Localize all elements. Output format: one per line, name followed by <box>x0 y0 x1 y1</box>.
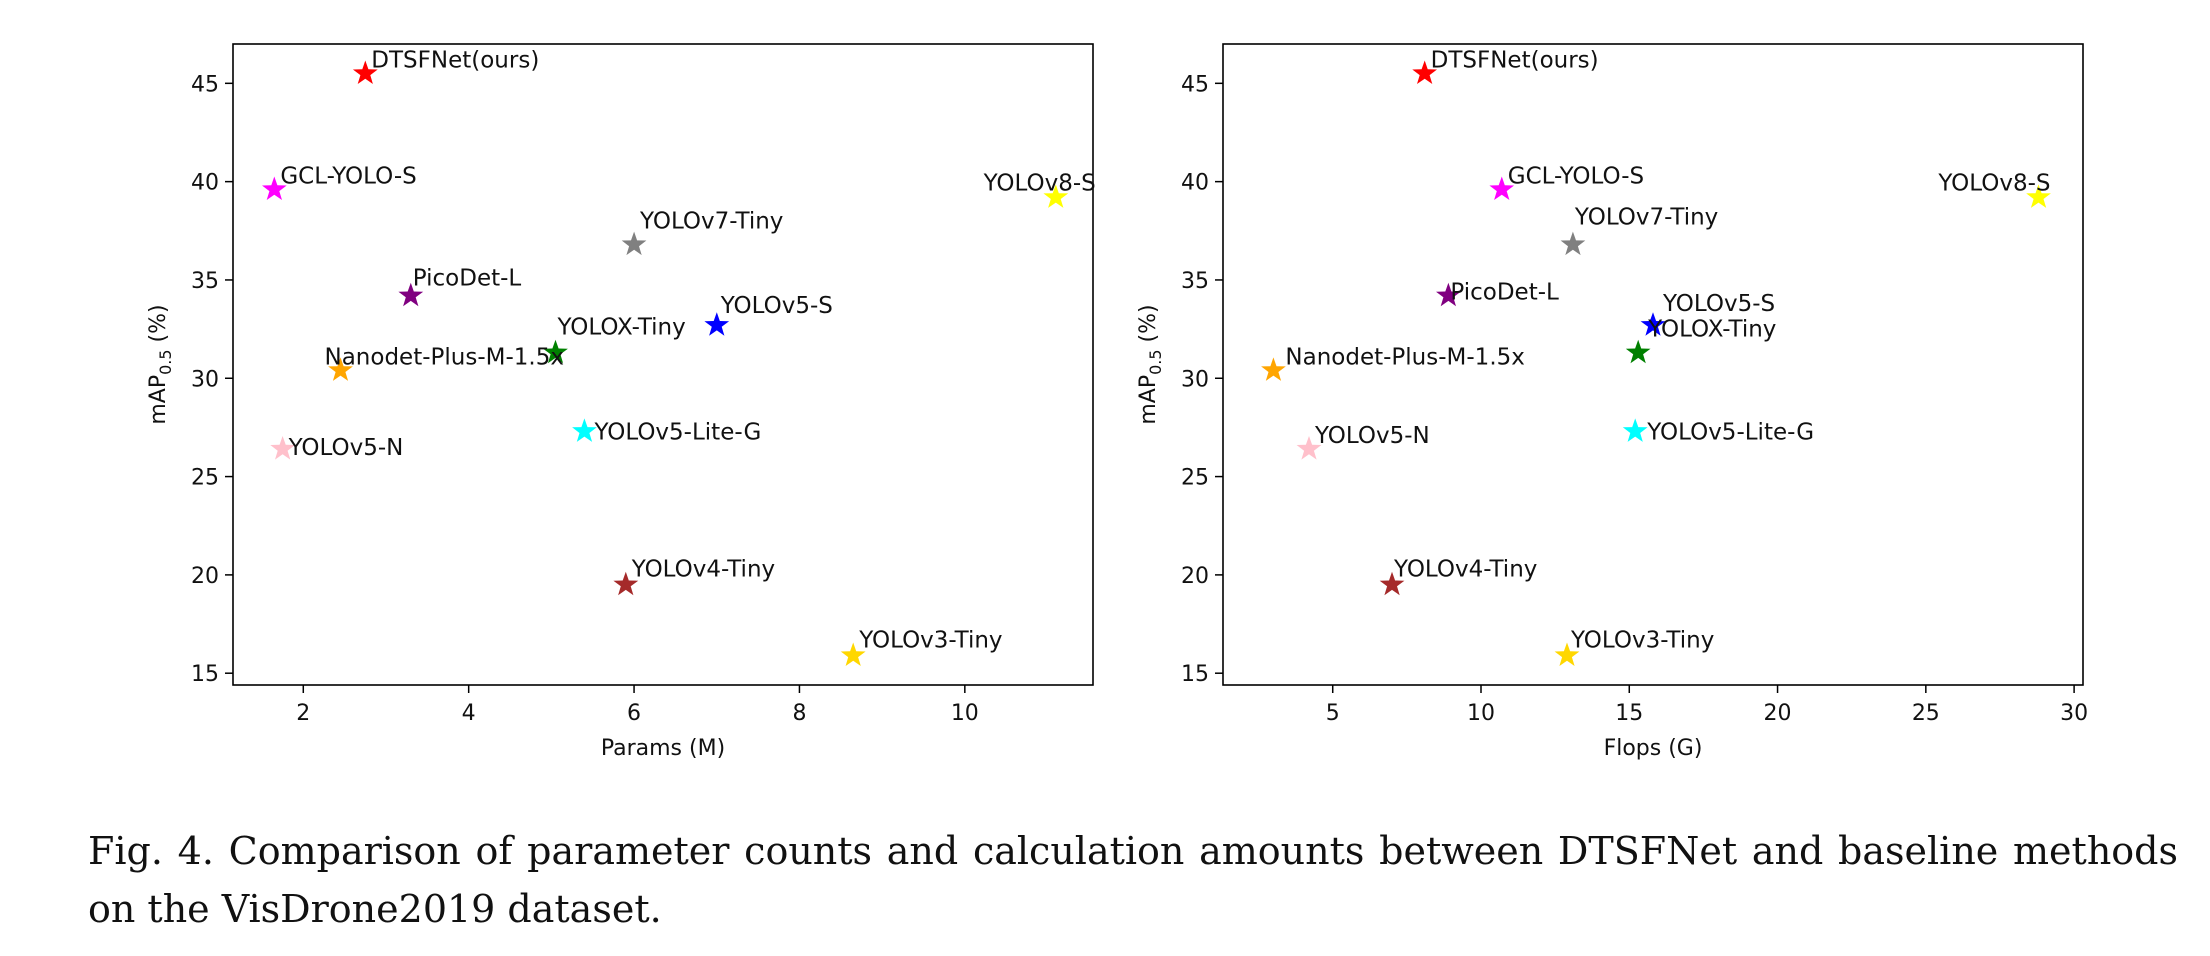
point-label: YOLOv8-S <box>983 170 1096 196</box>
x-tick-label: 2 <box>296 701 310 726</box>
params-chart: 2 4 6 8 10 15 20 25 30 35 40 45 Params (M) mAP0.5 (%)… <box>146 43 1096 761</box>
y-tick-label: 30 <box>191 367 219 392</box>
y-tick-label: 15 <box>191 662 219 687</box>
star-marker <box>1640 312 1666 336</box>
figure: 2 4 6 8 10 15 20 25 30 35 40 45 Params (M) mAP0.5 (%)… <box>146 43 2088 761</box>
star-marker <box>1296 436 1322 460</box>
star-marker <box>352 60 378 84</box>
star-marker <box>1560 231 1586 256</box>
x-tick-label: 6 <box>627 701 641 726</box>
star-marker <box>398 282 424 307</box>
flops-chart: 5 10 15 20 25 30 15 20 25 30 35 40 45 Flops (G) mAP0.5… <box>1136 43 2088 761</box>
x-tick-label: 10 <box>1467 701 1495 726</box>
y-tick-label: 35 <box>1181 269 1209 294</box>
y-axis-label: mAP0.5 (%) <box>1136 304 1165 424</box>
star-marker <box>1261 357 1286 381</box>
x-tick-label: 4 <box>462 701 476 726</box>
star-marker <box>1625 339 1651 364</box>
point-label: YOLOv4-Tiny <box>1393 557 1537 583</box>
point-label: YOLOv5-N <box>288 435 404 461</box>
point-label: YOLOv5-Lite-G <box>1646 419 1814 445</box>
star-marker <box>704 312 730 336</box>
star-marker <box>1043 184 1069 208</box>
point-label: PicoDet-L <box>1450 280 1559 306</box>
point-label: DTSFNet(ours) <box>371 47 539 73</box>
plot-frame <box>1222 43 2084 686</box>
point-label: YOLOv5-S <box>1662 291 1775 317</box>
y-tick-label: 30 <box>1181 367 1209 392</box>
y-tick-label: 45 <box>191 72 219 97</box>
point-label: YOLOv5-N <box>1314 423 1430 449</box>
star-marker <box>1622 418 1648 442</box>
y-tick-label: 15 <box>1181 662 1209 687</box>
star-marker <box>1436 282 1461 307</box>
point-label: YOLOv7-Tiny <box>639 209 783 235</box>
point-label: Nanodet-Plus-M-1.5x <box>325 344 564 370</box>
point-label: YOLOv5-S <box>720 293 833 319</box>
y-tick-label: 20 <box>191 564 219 589</box>
y-tick-label: 25 <box>1181 466 1209 491</box>
x-tick-label: 5 <box>1326 701 1340 726</box>
star-marker <box>1489 176 1515 200</box>
y-tick-label: 20 <box>1181 564 1209 589</box>
star-marker <box>1554 642 1580 666</box>
star-marker <box>270 436 295 460</box>
y-tick-label: 25 <box>191 466 219 491</box>
star-marker <box>1379 571 1405 596</box>
point-label: PicoDet-L <box>413 266 522 292</box>
y-axis-label: mAP0.5 (%) <box>146 304 175 424</box>
point-label: YOLOv8-S <box>1937 170 2050 196</box>
point-label: YOLOv3-Tiny <box>1570 628 1714 654</box>
star-marker <box>2026 184 2051 208</box>
figure-caption: Fig. 4. Comparison of parameter counts a… <box>88 829 2178 931</box>
star-marker <box>613 571 639 596</box>
x-tick-label: 10 <box>951 701 979 726</box>
point-label: Nanodet-Plus-M-1.5x <box>1285 344 1524 370</box>
point-label: YOLOX-Tiny <box>1647 317 1776 343</box>
point-label: GCL-YOLO-S <box>1508 164 1644 190</box>
x-tick-label: 30 <box>2060 701 2088 726</box>
star-marker <box>572 418 597 442</box>
point-label: YOLOX-Tiny <box>557 315 686 341</box>
star-marker <box>1412 60 1437 84</box>
star-marker <box>543 339 568 364</box>
y-tick-label: 40 <box>1181 171 1209 196</box>
x-tick-label: 25 <box>1912 701 1940 726</box>
point-label: YOLOv7-Tiny <box>1574 205 1718 231</box>
x-tick-label: 20 <box>1764 701 1792 726</box>
point-label: GCL-YOLO-S <box>280 164 416 190</box>
star-marker <box>328 357 353 381</box>
star-marker <box>840 642 866 666</box>
x-tick-label: 15 <box>1615 701 1643 726</box>
point-label: YOLOv4-Tiny <box>631 557 775 583</box>
star-marker <box>262 176 287 200</box>
x-axis-label: Params (M) <box>601 736 725 761</box>
y-tick-label: 45 <box>1181 72 1209 97</box>
y-tick-label: 35 <box>191 269 219 294</box>
x-tick-label: 8 <box>792 701 806 726</box>
plot-frame <box>232 43 1094 686</box>
y-tick-label: 40 <box>191 171 219 196</box>
star-marker <box>621 231 647 256</box>
point-label: YOLOv3-Tiny <box>858 628 1002 654</box>
point-label: YOLOv5-Lite-G <box>593 419 761 445</box>
point-label: DTSFNet(ours) <box>1431 47 1599 73</box>
x-axis-label: Flops (G) <box>1604 736 1703 761</box>
